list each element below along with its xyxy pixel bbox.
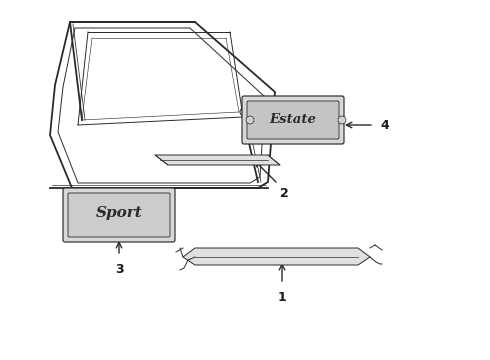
Text: Estate: Estate — [270, 112, 317, 126]
FancyBboxPatch shape — [242, 96, 344, 144]
Polygon shape — [155, 155, 280, 165]
Circle shape — [246, 116, 254, 124]
Text: 1: 1 — [278, 291, 286, 304]
Text: 3: 3 — [115, 263, 123, 276]
FancyBboxPatch shape — [68, 193, 170, 237]
Circle shape — [338, 116, 346, 124]
Text: 2: 2 — [280, 187, 289, 200]
Text: 4: 4 — [380, 118, 389, 131]
FancyBboxPatch shape — [247, 101, 339, 139]
Polygon shape — [183, 248, 370, 265]
FancyBboxPatch shape — [63, 188, 175, 242]
Text: Sport: Sport — [96, 206, 143, 220]
